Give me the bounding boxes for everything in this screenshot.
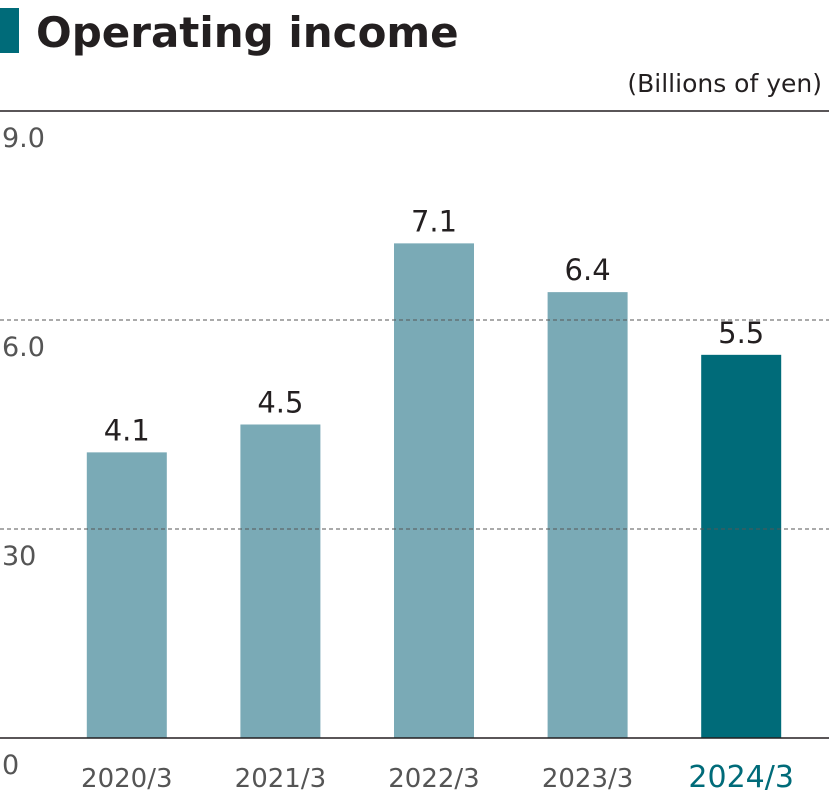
x-tick-label: 2020/3: [81, 764, 172, 794]
x-tick-label: 2022/3: [388, 764, 479, 794]
bar: [240, 424, 321, 738]
bar: [547, 292, 628, 738]
data-label: 4.5: [257, 386, 303, 420]
y-tick-label: 30: [2, 541, 36, 572]
x-tick-label: 2023/3: [542, 764, 633, 794]
data-label: 7.1: [411, 204, 457, 238]
y-tick-label: 6.0: [2, 332, 45, 363]
title-marker: [0, 8, 19, 53]
unit-label: (Billions of yen): [627, 69, 822, 98]
x-tick-label: 2024/3: [688, 760, 794, 795]
data-label: 4.1: [104, 413, 150, 447]
data-label: 6.4: [565, 253, 611, 287]
bar: [394, 243, 474, 738]
x-tick-label: 2021/3: [235, 764, 326, 794]
chart-title: Operating income: [36, 8, 459, 57]
y-tick-label: 0: [2, 750, 19, 781]
bar: [701, 354, 782, 738]
y-tick-label: 9.0: [2, 123, 45, 154]
data-label: 5.5: [718, 316, 764, 350]
bar: [86, 452, 167, 738]
